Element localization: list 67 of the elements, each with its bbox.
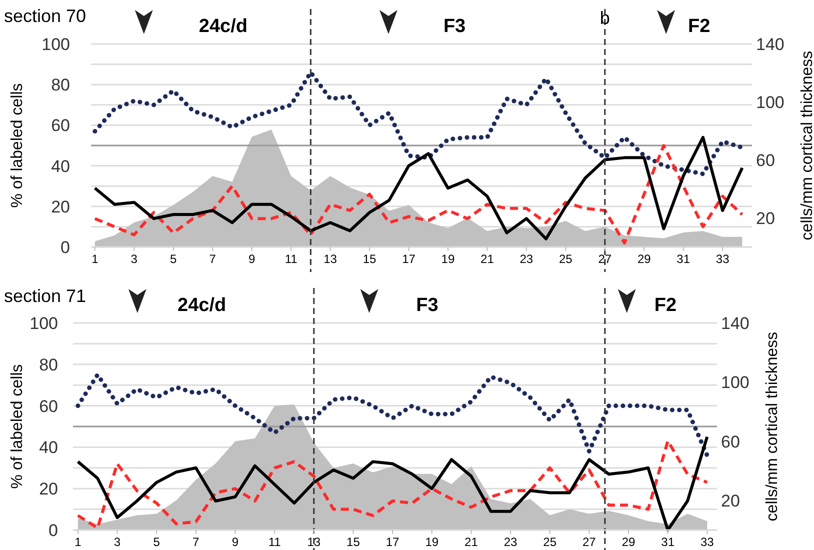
x-tick-label: 7	[192, 535, 200, 549]
y-axis-title: % of labeled cells	[9, 83, 26, 208]
x-tick-label: 33	[700, 535, 714, 549]
x-tick-label: 31	[676, 252, 690, 266]
y-tick-label: 0	[60, 238, 70, 257]
y2-tick-label: 140	[721, 314, 750, 333]
x-tick-label: 1	[74, 535, 82, 549]
x-tick-label: 3	[130, 252, 138, 266]
x-tick-label: 31	[661, 535, 675, 549]
x-tick-label: 23	[504, 535, 518, 549]
y-tick-label: 60	[39, 396, 58, 416]
x-tick-label: 9	[232, 535, 239, 549]
y-tick-label: 100	[42, 35, 70, 54]
y-tick-label: 80	[51, 76, 70, 95]
y2-tick-label: 60	[756, 151, 775, 170]
x-tick-label: 17	[386, 535, 400, 549]
x-tick-label: 13	[307, 535, 321, 549]
x-tick-label: 15	[362, 252, 377, 266]
x-tick-label: 33	[716, 252, 730, 266]
x-tick-label: 17	[402, 252, 416, 266]
chart-title: section 71	[4, 286, 86, 306]
text: F2	[654, 295, 677, 316]
x-tick-label: 11	[268, 535, 282, 549]
x-tick-label: 27	[598, 252, 612, 266]
y2-tick-label: 140	[756, 35, 784, 54]
y2-tick-label: 100	[756, 93, 784, 112]
y2-tick-label: 20	[756, 209, 775, 228]
x-tick-label: 5	[170, 252, 178, 266]
x-tick-label: 29	[622, 535, 636, 549]
y-tick-label: 80	[39, 355, 58, 374]
text: F3	[443, 16, 466, 37]
y2-tick-label: 60	[721, 432, 740, 452]
x-tick-label: 23	[520, 252, 534, 266]
x-tick-label: 29	[637, 252, 652, 266]
ref-line-label: b	[600, 8, 610, 28]
y2-axis-title: cells/mm cortical thickness	[764, 332, 781, 522]
x-tick-label: 7	[209, 252, 216, 266]
x-tick-label: 21	[464, 535, 478, 549]
x-tick-label: 25	[543, 535, 557, 549]
y-tick-label: 20	[51, 197, 70, 216]
text: F2	[688, 16, 710, 37]
x-tick-label: 27	[582, 535, 596, 549]
text: 24c/d	[198, 16, 248, 37]
text: F3	[416, 295, 438, 316]
y-axis-title: % of labeled cells	[9, 364, 26, 489]
x-tick-label: 25	[558, 252, 573, 266]
x-tick-label: 19	[441, 252, 455, 266]
y-tick-label: 60	[51, 116, 70, 136]
x-tick-label: 11	[284, 252, 298, 266]
y2-axis-title: cells/mm cortical thickness	[799, 50, 814, 240]
y-tick-label: 20	[39, 480, 58, 499]
y-tick-label: 40	[39, 438, 58, 458]
x-tick-label: 1	[92, 252, 99, 266]
y-tick-label: 0	[48, 521, 58, 540]
chart-title: section 70	[4, 6, 86, 26]
y2-tick-label: 100	[721, 373, 750, 392]
x-tick-label: 9	[248, 252, 256, 266]
y-tick-label: 40	[51, 156, 70, 176]
x-tick-label: 5	[153, 535, 160, 549]
y2-tick-label: 20	[721, 491, 740, 510]
x-tick-label: 15	[346, 535, 360, 549]
x-tick-label: 21	[480, 252, 494, 266]
x-tick-label: 13	[324, 252, 338, 266]
text: 24c/d	[178, 295, 226, 316]
x-tick-label: 19	[425, 535, 439, 549]
x-tick-label: 3	[114, 535, 121, 549]
y-tick-label: 100	[30, 314, 58, 333]
